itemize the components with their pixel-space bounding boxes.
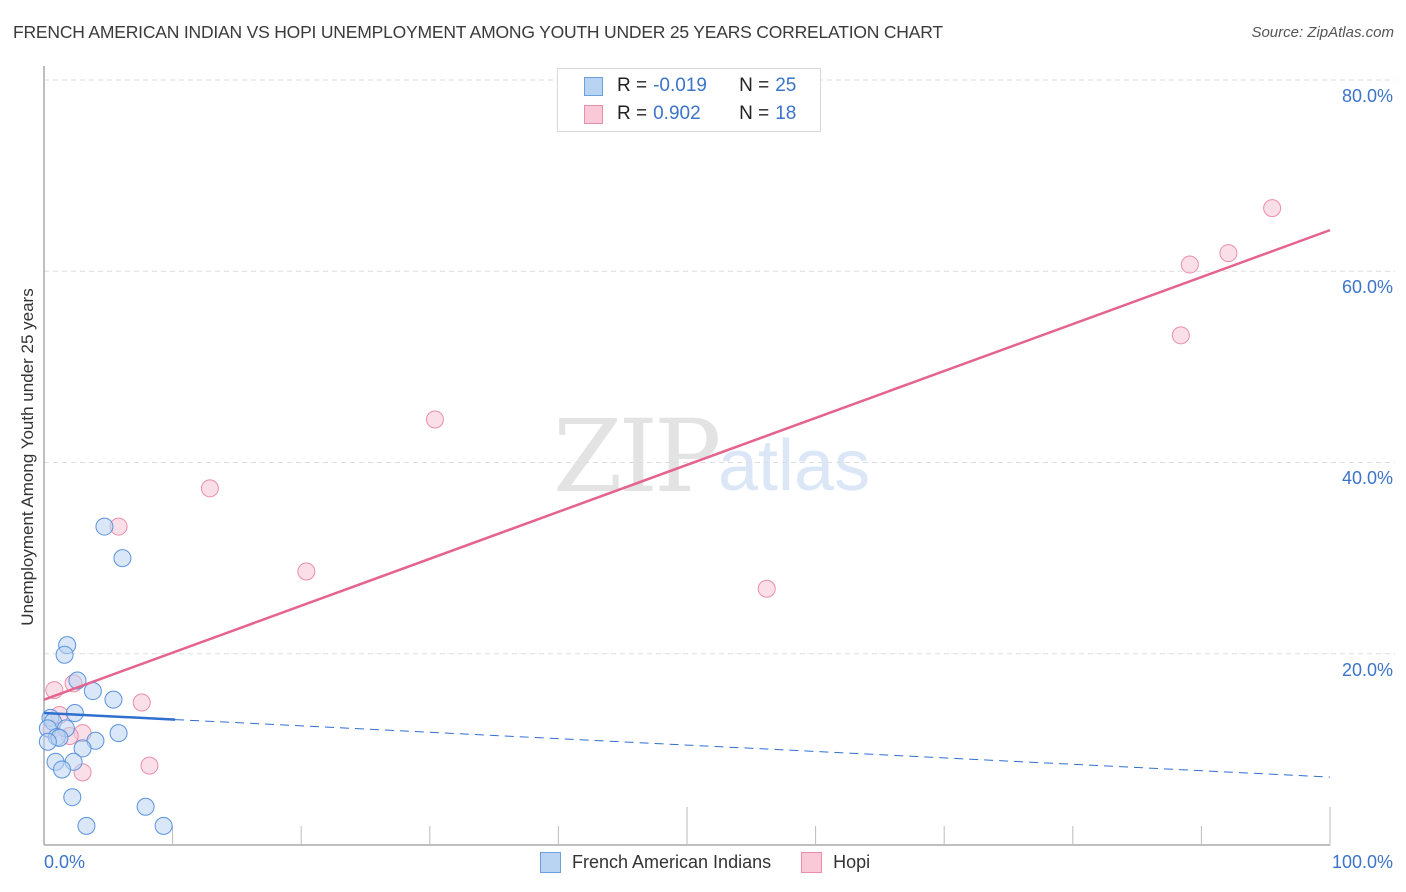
data-point — [38, 732, 57, 751]
french-american-indians-trend-extension — [175, 719, 1331, 778]
blue-swatch-icon — [540, 852, 561, 873]
n-label: N = — [739, 103, 770, 124]
data-point — [1263, 199, 1282, 218]
correlation-legend: R = -0.019 N = 25 R = 0.902 N = 18 — [557, 68, 821, 132]
data-point — [136, 797, 155, 816]
source-label: Source: ZipAtlas.com — [1251, 24, 1394, 41]
data-point — [297, 562, 316, 581]
legend-label: French American Indians — [572, 852, 772, 872]
y-tick-20: 20.0% — [1341, 660, 1393, 680]
legend-row-french-american-indians: R = -0.019 N = 25 — [584, 73, 796, 99]
legend-row-hopi: R = 0.902 N = 18 — [584, 101, 796, 127]
y-tick-80: 80.0% — [1341, 86, 1393, 106]
x-tick-0: 0.0% — [44, 852, 86, 872]
data-point — [757, 579, 776, 598]
data-point — [154, 816, 173, 835]
y-tick-60: 60.0% — [1341, 277, 1393, 297]
french-american-indians-trend-line — [43, 711, 176, 721]
legend-label: Hopi — [833, 852, 871, 872]
blue-swatch-icon — [584, 76, 603, 96]
data-point — [95, 517, 114, 536]
r-label: R = — [617, 103, 648, 124]
data-point — [1171, 326, 1190, 345]
data-point — [63, 788, 82, 807]
axes — [43, 66, 1331, 846]
gridlines — [44, 79, 1395, 655]
data-point — [132, 693, 151, 712]
data-point — [77, 816, 96, 835]
data-point — [109, 724, 128, 743]
n-value: 25 — [775, 75, 797, 96]
y-tick-40: 40.0% — [1341, 468, 1393, 488]
r-value: 0.902 — [653, 103, 701, 124]
data-point — [104, 690, 123, 709]
hopi-points — [42, 199, 1282, 782]
legend-item-french-american-indians: French American Indians — [540, 852, 771, 873]
r-label: R = — [617, 75, 648, 96]
data-point — [73, 739, 92, 758]
x-tick-100: 100.0% — [1331, 852, 1393, 872]
chart-title: FRENCH AMERICAN INDIAN VS HOPI UNEMPLOYM… — [13, 22, 943, 42]
french-american-indians-points — [38, 517, 173, 835]
data-point — [53, 760, 72, 779]
watermark-zip: ZIP — [553, 398, 721, 515]
pink-swatch-icon — [801, 852, 823, 873]
data-point — [55, 645, 74, 664]
r-value: -0.019 — [653, 75, 707, 96]
y-axis-label: Unemployment Among Youth under 25 years — [18, 288, 37, 626]
data-point — [1219, 244, 1238, 263]
data-point — [200, 479, 219, 498]
hopi-trend-line — [43, 228, 1331, 701]
data-point — [140, 756, 159, 775]
data-point — [1180, 255, 1199, 274]
data-point — [425, 410, 444, 429]
series-legend: French American Indians Hopi — [540, 852, 900, 873]
legend-item-hopi: Hopi — [801, 852, 870, 873]
n-label: N = — [739, 75, 770, 96]
watermark-atlas: atlas — [718, 426, 871, 506]
n-value: 18 — [775, 103, 797, 124]
data-point — [113, 549, 132, 568]
trend-lines — [43, 228, 1331, 778]
pink-swatch-icon — [584, 104, 603, 124]
